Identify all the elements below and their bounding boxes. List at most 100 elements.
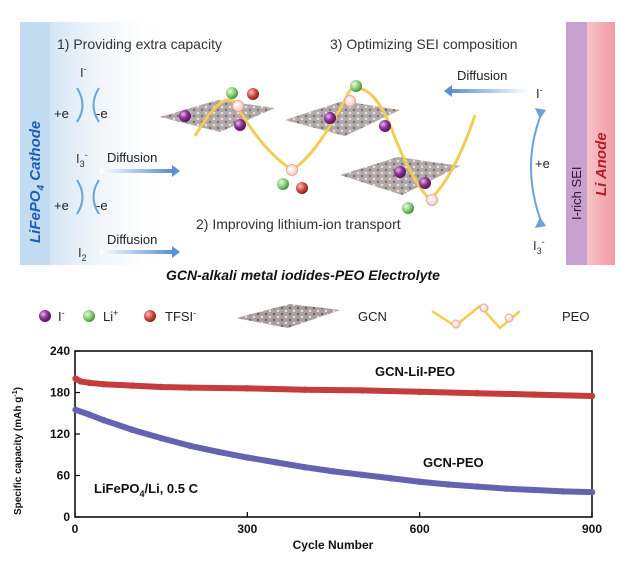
minus-e-2: -e <box>96 198 108 213</box>
li-ion <box>277 178 289 190</box>
plus-e-2: +e <box>54 198 69 213</box>
plus-e-1: +e <box>54 106 69 121</box>
data-point <box>215 448 222 456</box>
anode-panel <box>587 22 615 265</box>
data-point <box>560 488 567 495</box>
diffusion-label-3: Diffusion <box>457 68 507 83</box>
schematic: LiFePO4 Cathode I-rich SEI Li Anode 1) P… <box>20 22 615 283</box>
chart: 0 300 600 900 0 60 120 180 240 Cycle Number Spe… <box>12 344 602 552</box>
sei-panel <box>566 22 587 265</box>
data-point <box>86 379 93 387</box>
electrolyte-title: GCN-alkali metal iodides-PEO Electrolyte <box>166 267 440 283</box>
data-point <box>301 386 308 393</box>
data-point <box>186 442 194 449</box>
legend-gcn: GCN <box>358 309 387 324</box>
data-point <box>129 426 136 434</box>
y-tick-label: 180 <box>50 386 70 400</box>
minus-e-1: -e <box>96 106 108 121</box>
diffusion-label-2: Diffusion <box>107 232 157 247</box>
data-point <box>588 392 596 400</box>
label-series-lil: GCN-LiI-PEO <box>375 364 455 379</box>
y-ticks: 0 60 120 180 240 <box>50 344 80 524</box>
data-point <box>244 385 251 392</box>
data-point <box>445 481 452 488</box>
data-point <box>473 483 481 490</box>
triiodide-label-anode: I3- <box>533 237 545 256</box>
diffusion-arrow-1 <box>100 169 172 173</box>
label-extra-capacity: 1) Providing extra capacity <box>57 36 222 52</box>
tfsi-ion <box>247 88 259 100</box>
iodide-ion <box>379 120 391 132</box>
diffusion-arrowhead-2 <box>172 246 180 258</box>
x-axis-label: Cycle Number <box>293 538 374 552</box>
anode-arc-tail <box>535 217 546 228</box>
legend-tfsi: TFSI- <box>165 308 196 324</box>
sei-label: I-rich SEI <box>569 167 584 220</box>
iodide-ion <box>179 110 191 122</box>
tfsi-ion <box>296 182 308 194</box>
data-point <box>86 411 93 418</box>
data-point <box>301 464 308 471</box>
redox-arc-left-1 <box>76 87 84 123</box>
x-tick-label: 300 <box>237 522 257 536</box>
cathode-strip <box>20 22 50 265</box>
iodide-ion <box>324 112 336 124</box>
legend-iodide-icon <box>39 310 51 322</box>
iodide-label-anode: I- <box>536 85 543 101</box>
series-group <box>72 375 596 496</box>
peo-monomer <box>426 194 438 206</box>
data-point <box>387 475 395 482</box>
label-sei-composition: 3) Optimizing SEI composition <box>330 36 518 52</box>
label-li-transport: 2) Improving lithium-ion transport <box>196 216 401 232</box>
legend-peo-monomer <box>504 313 514 323</box>
data-point <box>531 486 538 494</box>
legend-li-icon <box>83 310 95 322</box>
redox-arc-left-2 <box>76 179 84 215</box>
data-point <box>72 406 79 413</box>
data-point <box>330 468 337 475</box>
x-tick-label: 600 <box>410 522 430 536</box>
plus-e-anode: +e <box>535 156 550 171</box>
data-point <box>244 454 251 461</box>
y-tick-label: 120 <box>50 427 70 441</box>
legend-peo: PEO <box>562 309 589 324</box>
y-tick-label: 0 <box>63 510 70 524</box>
legend-peo-monomer <box>479 303 489 313</box>
data-point <box>272 459 280 466</box>
peo-monomer <box>286 164 298 176</box>
iodide-ion <box>419 177 431 189</box>
anode-label: Li Anode <box>593 132 610 196</box>
legend-iodide: I- <box>58 308 65 324</box>
iodide-label-top: I- <box>80 64 87 80</box>
li-ion <box>226 87 238 99</box>
data-point <box>416 478 423 485</box>
data-point <box>100 381 107 388</box>
data-point <box>416 388 423 396</box>
legend: I- Li+ TFSI- GCN PEO <box>39 303 589 330</box>
data-point <box>473 389 481 397</box>
y-tick-label: 60 <box>57 469 71 483</box>
anode-arc <box>530 111 543 225</box>
peo-monomer <box>232 100 244 112</box>
data-point <box>359 387 366 394</box>
gcn-sheet-1 <box>160 100 275 132</box>
triiodide-label-cathode: I3- <box>76 150 88 169</box>
series-line-1 <box>72 406 595 496</box>
x-tick-label: 0 <box>72 522 79 536</box>
cathode-label: LiFePO4 Cathode <box>27 121 47 243</box>
legend-tfsi-icon <box>144 310 156 322</box>
series-line-0 <box>72 375 595 399</box>
li-ion <box>402 202 414 214</box>
data-point <box>502 485 510 492</box>
data-point <box>72 375 79 382</box>
diffusion-arrowhead-1 <box>172 165 180 177</box>
redox-arc-right-2 <box>92 179 100 215</box>
chart-annotation: LiFePO4/Li, 0.5 C <box>94 481 199 499</box>
data-point <box>77 378 84 385</box>
y-tick-label: 240 <box>50 344 70 358</box>
data-point <box>359 471 366 479</box>
diffusion-label-1: Diffusion <box>107 150 157 165</box>
legend-peo-monomer <box>451 319 461 329</box>
diffusion-arrowhead-3 <box>444 85 452 97</box>
redox-arc-right-1 <box>92 87 100 123</box>
